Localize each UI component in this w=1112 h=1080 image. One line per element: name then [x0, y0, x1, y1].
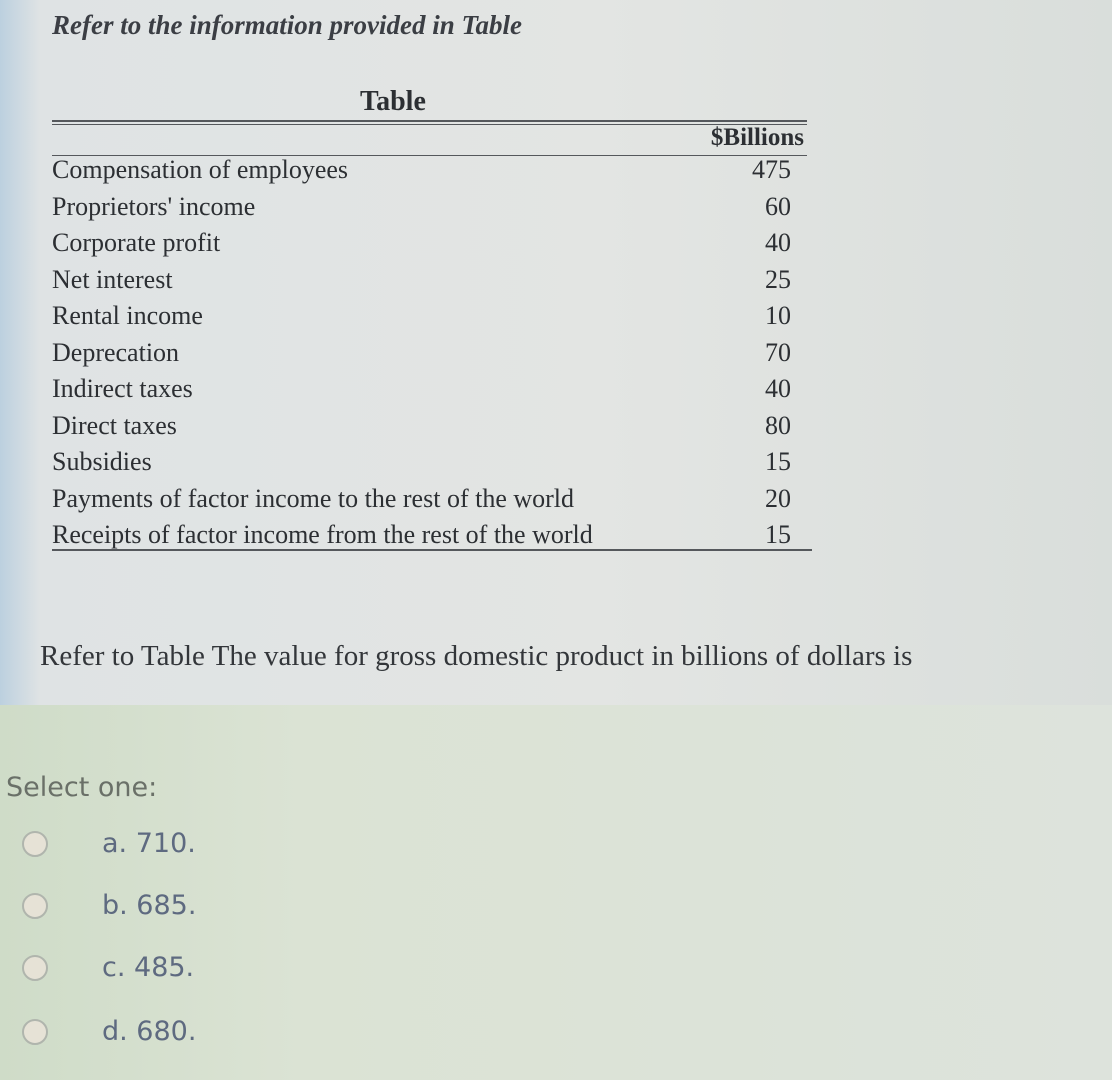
row-value: 15: [765, 447, 791, 476]
table-row: Subsidies 15: [52, 447, 807, 483]
option-label[interactable]: d. 680.: [102, 1016, 197, 1047]
column-header: $Billions: [710, 124, 804, 151]
row-value: 25: [765, 264, 791, 294]
option-label[interactable]: c. 485.: [102, 952, 195, 983]
answer-option[interactable]: c. 485.: [22, 952, 194, 983]
row-label: Rental income: [52, 301, 203, 330]
row-label: Indirect taxes: [52, 374, 193, 403]
table-row: Receipts of factor income from the rest …: [52, 520, 807, 556]
row-value: 40: [765, 228, 791, 257]
row-value: 20: [765, 483, 791, 513]
table-row: Rental income 10: [52, 301, 807, 337]
row-label: Subsidies: [52, 447, 152, 476]
table-row: Compensation of employees 475: [52, 155, 807, 191]
row-value: 10: [765, 301, 791, 330]
radio-button[interactable]: [22, 1018, 48, 1045]
row-label: Deprecation: [52, 337, 180, 367]
select-one-label: Select one:: [6, 772, 158, 803]
question-text: Refer to Table The value for gross domes…: [40, 640, 913, 672]
row-label: Receipts of factor income from the rest …: [52, 520, 593, 549]
table-row: Deprecation 70: [52, 338, 807, 374]
row-value: 70: [765, 337, 791, 367]
radio-button[interactable]: [22, 954, 48, 981]
table-top-rule: [52, 120, 807, 122]
answer-option[interactable]: a. 710.: [22, 828, 196, 859]
row-label: Proprietors' income: [52, 191, 256, 221]
row-value: 15: [765, 520, 791, 549]
radio-button[interactable]: [22, 830, 48, 857]
intro-text: Refer to the information provided in Tab…: [52, 10, 523, 40]
table-row: Indirect taxes 40: [52, 374, 807, 410]
row-value: 60: [765, 191, 791, 221]
row-value: 80: [765, 410, 791, 440]
answer-option[interactable]: b. 685.: [22, 890, 196, 921]
row-value: 475: [752, 155, 791, 184]
table-bottom-rule: [52, 549, 812, 551]
table-title: Table: [360, 86, 426, 117]
answer-area: [0, 705, 1112, 1080]
option-label[interactable]: b. 685.: [102, 890, 197, 921]
table-top-rule-2: [52, 124, 807, 125]
table-row: Direct taxes 80: [52, 411, 807, 447]
table-row: Proprietors' income 60: [52, 192, 807, 228]
row-label: Net interest: [52, 264, 173, 294]
table-row: Net interest 25: [52, 265, 807, 301]
radio-button[interactable]: [22, 892, 48, 919]
row-label: Corporate profit: [52, 228, 221, 257]
answer-option[interactable]: d. 680.: [22, 1016, 196, 1047]
option-label[interactable]: a. 710.: [102, 828, 196, 859]
header-rule: [52, 155, 807, 156]
row-label: Payments of factor income to the rest of…: [52, 483, 575, 513]
row-value: 40: [765, 374, 791, 403]
table-row: Payments of factor income to the rest of…: [52, 484, 807, 520]
row-label: Direct taxes: [52, 410, 177, 440]
table-row: Corporate profit 40: [52, 228, 807, 264]
row-label: Compensation of employees: [52, 155, 349, 184]
